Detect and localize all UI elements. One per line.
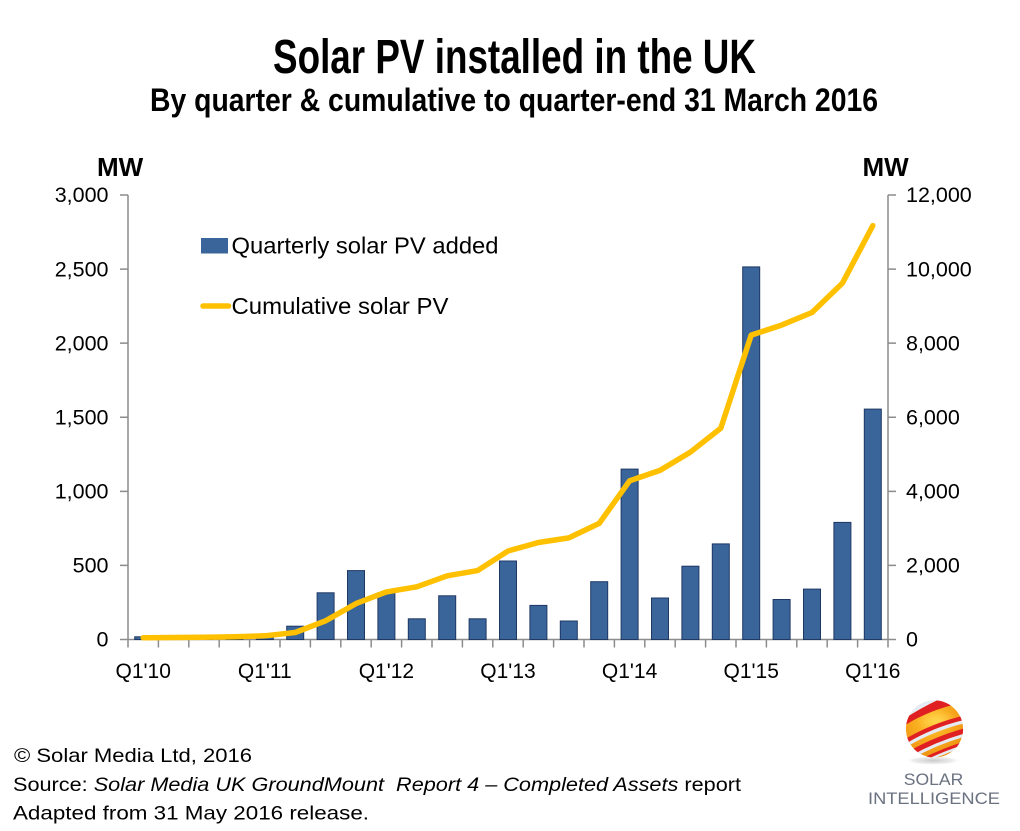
svg-text:Source: Solar Media UK GroundM: Source: Solar Media UK GroundMount Repor… <box>13 774 742 796</box>
svg-text:Cumulative solar PV: Cumulative solar PV <box>232 293 450 319</box>
svg-text:Q1'11: Q1'11 <box>238 660 292 683</box>
svg-text:8,000: 8,000 <box>906 331 960 355</box>
svg-text:6,000: 6,000 <box>906 405 960 429</box>
svg-text:© Solar Media Ltd, 2016: © Solar Media Ltd, 2016 <box>14 745 252 767</box>
svg-text:SOLAR: SOLAR <box>904 771 964 789</box>
svg-text:1,000: 1,000 <box>55 480 109 504</box>
svg-text:Q1'12: Q1'12 <box>359 660 414 683</box>
svg-text:12,000: 12,000 <box>906 183 972 207</box>
svg-text:0: 0 <box>97 628 109 652</box>
svg-text:MW: MW <box>863 152 910 182</box>
svg-text:Q1'14: Q1'14 <box>602 660 658 683</box>
svg-text:By quarter & cumulative to qua: By quarter & cumulative to quarter-end 3… <box>150 82 878 118</box>
svg-text:2,000: 2,000 <box>55 331 109 355</box>
svg-text:1,500: 1,500 <box>55 405 109 429</box>
svg-text:INTELLIGENCE: INTELLIGENCE <box>868 790 1000 808</box>
svg-text:Q1'15: Q1'15 <box>724 660 779 683</box>
svg-text:Q1'16: Q1'16 <box>845 660 900 683</box>
svg-text:Solar PV installed in the UK: Solar PV installed in the UK <box>273 31 756 84</box>
svg-text:MW: MW <box>97 152 144 182</box>
svg-text:Q1'10: Q1'10 <box>116 660 171 683</box>
svg-text:500: 500 <box>73 554 109 578</box>
svg-text:0: 0 <box>906 628 918 652</box>
svg-text:Adapted from 31 May 2016 relea: Adapted from 31 May 2016 release. <box>13 803 369 825</box>
svg-text:3,000: 3,000 <box>55 183 109 207</box>
svg-text:2,000: 2,000 <box>906 554 960 578</box>
svg-text:Q1'13: Q1'13 <box>480 660 535 683</box>
svg-text:Quarterly solar PV added: Quarterly solar PV added <box>232 233 499 259</box>
svg-text:2,500: 2,500 <box>55 257 109 281</box>
svg-text:10,000: 10,000 <box>906 257 972 281</box>
svg-text:4,000: 4,000 <box>906 480 960 504</box>
